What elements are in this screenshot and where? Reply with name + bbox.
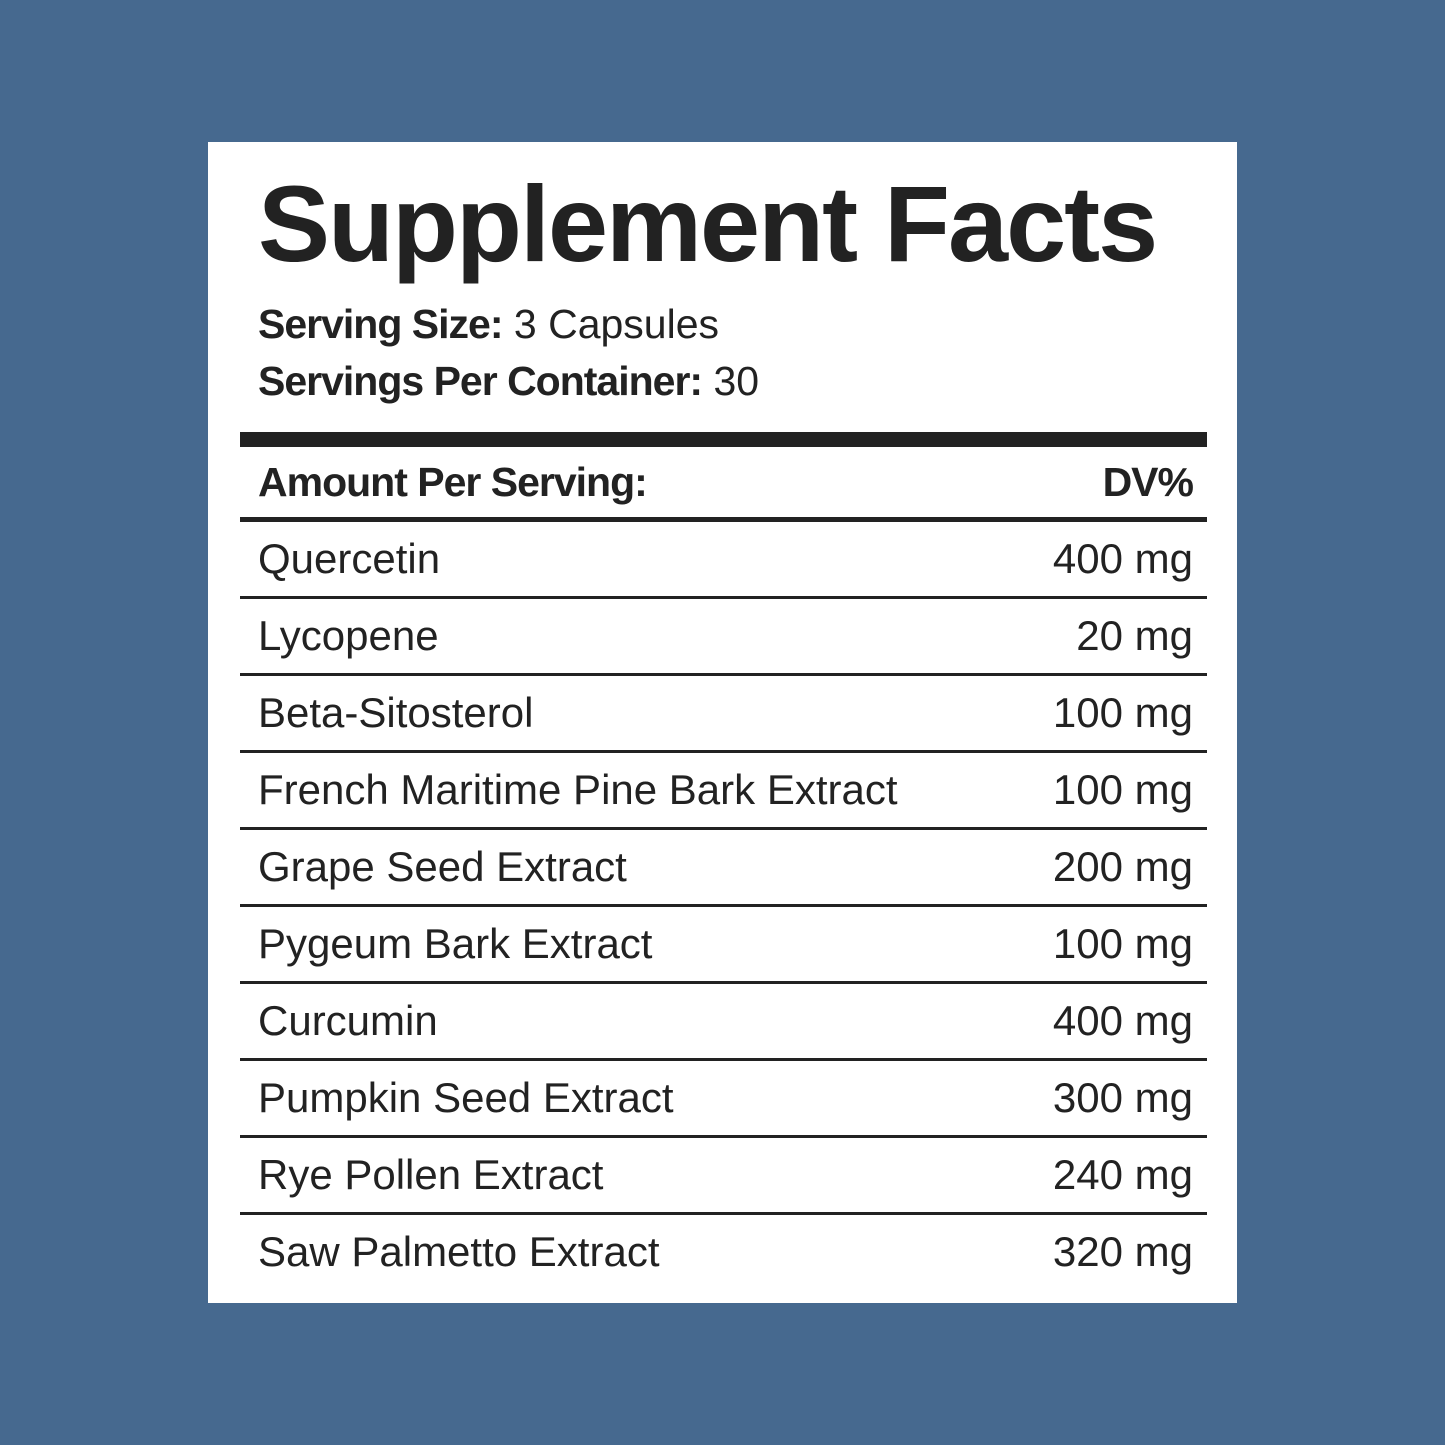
ingredient-name: Curcumin: [258, 997, 438, 1044]
ingredient-row: Saw Palmetto Extract 320 mg: [240, 1215, 1207, 1289]
dv-header: DV%: [1102, 458, 1194, 505]
ingredient-name: Beta-Sitosterol: [258, 689, 534, 736]
ingredient-row: Grape Seed Extract 200 mg: [240, 830, 1207, 907]
ingredient-amount: 100 mg: [1052, 766, 1193, 813]
servings-per-container: Servings Per Container: 30: [258, 356, 759, 406]
ingredient-name: Lycopene: [258, 612, 439, 659]
ingredient-name: Quercetin: [258, 535, 441, 582]
thick-divider: [240, 432, 1207, 447]
ingredient-amount: 300 mg: [1052, 1074, 1193, 1121]
ingredient-name: Saw Palmetto Extract: [258, 1228, 660, 1275]
ingredient-amount: 240 mg: [1052, 1151, 1193, 1198]
ingredient-name: Rye Pollen Extract: [258, 1151, 604, 1198]
ingredient-amount: 100 mg: [1052, 689, 1193, 736]
ingredient-name: French Maritime Pine Bark Extract: [258, 766, 898, 813]
ingredient-amount: 20 mg: [1076, 612, 1193, 659]
ingredient-row: French Maritime Pine Bark Extract 100 mg: [240, 753, 1207, 830]
supplement-facts-label: Supplement Facts Serving Size: 3 Capsule…: [208, 142, 1237, 1303]
ingredient-row: Pumpkin Seed Extract 300 mg: [240, 1061, 1207, 1138]
ingredient-name: Grape Seed Extract: [258, 843, 627, 890]
servings-per-container-label: Servings Per Container:: [258, 358, 703, 404]
ingredient-amount: 320 mg: [1052, 1228, 1193, 1275]
amount-per-serving-header: Amount Per Serving:: [258, 458, 648, 505]
ingredient-row: Quercetin 400 mg: [240, 522, 1207, 599]
ingredient-row: Beta-Sitosterol 100 mg: [240, 676, 1207, 753]
ingredient-row: Rye Pollen Extract 240 mg: [240, 1138, 1207, 1215]
ingredient-row: Lycopene 20 mg: [240, 599, 1207, 676]
ingredient-name: Pygeum Bark Extract: [258, 920, 653, 967]
serving-size-label: Serving Size:: [258, 301, 503, 347]
servings-per-container-value: 30: [713, 358, 760, 404]
ingredient-amount: 400 mg: [1052, 535, 1193, 582]
ingredient-amount: 100 mg: [1052, 920, 1193, 967]
ingredient-row: Pygeum Bark Extract 100 mg: [240, 907, 1207, 984]
ingredient-amount: 400 mg: [1052, 997, 1193, 1044]
serving-size-value: 3 Capsules: [513, 301, 720, 347]
ingredient-list: Quercetin 400 mg Lycopene 20 mg Beta-Sitoste…: [240, 522, 1207, 1289]
ingredient-name: Pumpkin Seed Extract: [258, 1074, 674, 1121]
ingredient-row: Curcumin 400 mg: [240, 984, 1207, 1061]
ingredient-amount: 200 mg: [1052, 843, 1193, 890]
table-header: Amount Per Serving: DV%: [240, 447, 1207, 522]
serving-size: Serving Size: 3 Capsules: [258, 299, 719, 349]
label-title: Supplement Facts: [258, 163, 1158, 284]
